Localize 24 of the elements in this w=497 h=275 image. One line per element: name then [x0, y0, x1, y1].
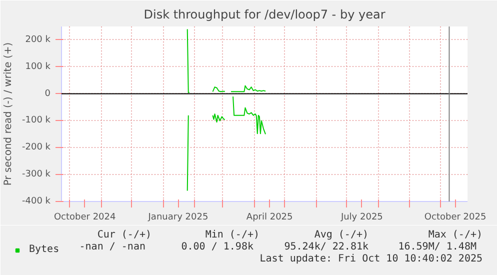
y-tick-label: -200 k	[22, 142, 52, 153]
y-tick-label: -400 k	[22, 196, 52, 206]
legend-label: Bytes	[29, 244, 60, 255]
y-tick-label: -300 k	[22, 170, 52, 180]
text: Max (-/+)	[428, 230, 483, 240]
x-tick-label: October 2024	[54, 212, 116, 222]
x-tick-label: October 2025	[424, 212, 486, 222]
chart-title: Disk throughput for /dev/loop7 - by year	[144, 8, 386, 22]
y-tick-label: -100 k	[22, 116, 52, 126]
y-tick-label: 0	[44, 88, 51, 99]
x-tick-label: July 2025	[340, 212, 383, 222]
x-tick-label: April 2025	[246, 212, 293, 222]
text: 95.24k/ 22.81k	[284, 242, 369, 252]
y-tick-label: 200 k	[25, 34, 52, 45]
y-tick-label: 100 k	[25, 62, 52, 72]
text: Min (-/+)	[205, 230, 260, 240]
text: 0.00 / 1.98k	[181, 242, 254, 252]
text: 16.59M/ 1.48M	[398, 242, 476, 252]
x-tick-label: January 2025	[147, 212, 208, 222]
y-axis-title: Pr second read (-) / write (+)	[3, 42, 14, 186]
text: Last update: Fri Oct 10 10:40:02 2025	[260, 254, 483, 264]
text: Avg (-/+)	[314, 230, 369, 240]
text: Cur (-/+)	[97, 230, 152, 240]
text: -nan / -nan	[79, 242, 146, 252]
